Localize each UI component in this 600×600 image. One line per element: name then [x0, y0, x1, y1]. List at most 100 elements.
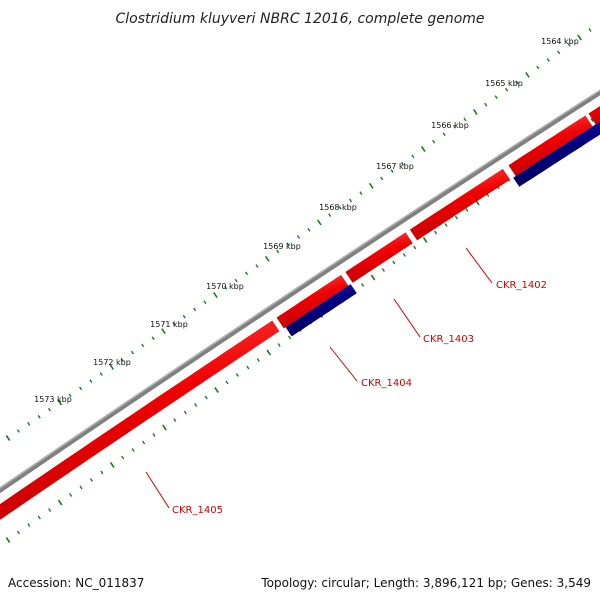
- inner-tick: [69, 493, 73, 497]
- inner-tick: [454, 215, 458, 220]
- inner-tick: [37, 515, 41, 520]
- gene-label[interactable]: CKR_1405: [172, 505, 223, 516]
- outer-tick: [141, 343, 145, 348]
- outer-tick: [109, 363, 114, 370]
- inner-tick: [444, 223, 448, 227]
- outer-tick-marks: [5, 28, 592, 441]
- ruler-label: 1568 kbp: [319, 203, 357, 212]
- gene-feature-next-a: [508, 115, 593, 177]
- outer-tick: [245, 271, 249, 276]
- ruler-label: 1566 kbp: [431, 121, 469, 130]
- ruler-label: 1570 kbp: [206, 282, 244, 291]
- outer-tick: [151, 336, 155, 341]
- outer-tick: [213, 292, 218, 298]
- inner-tick: [27, 523, 31, 527]
- inner-tick: [402, 253, 406, 257]
- outer-tick: [16, 429, 20, 433]
- inner-tick: [173, 418, 177, 422]
- inner-tick: [256, 358, 260, 362]
- gene-feature-ckr-1403-a: [276, 274, 349, 329]
- ruler-label: 1572 kbp: [93, 358, 131, 367]
- gene-labels: CKR_1402 CKR_1403 CKR_1404 CKR_1405: [145, 247, 547, 516]
- outer-tick: [296, 235, 301, 239]
- gene-label[interactable]: CKR_1404: [361, 378, 412, 389]
- gene-feature-ckr-1402: [409, 168, 511, 241]
- inner-tick: [121, 455, 125, 460]
- accession-text: Accession: NC_011837: [8, 576, 144, 590]
- outer-tick: [453, 125, 457, 129]
- inner-tick: [204, 395, 208, 400]
- inner-tick: [48, 508, 52, 512]
- inner-tick: [16, 530, 20, 535]
- ruler-label: 1567 kbp: [376, 162, 414, 171]
- outer-tick: [588, 28, 592, 32]
- ruler-label: 1569 kbp: [263, 242, 301, 251]
- outer-tick: [255, 264, 259, 268]
- gene-feature-blue-a: [513, 121, 600, 187]
- gene-feature-next-b: [588, 106, 600, 125]
- inner-tick: [465, 208, 469, 212]
- inner-tick: [370, 274, 376, 281]
- inner-tick: [266, 349, 272, 356]
- inner-tick: [422, 237, 428, 243]
- ruler-label: 1573 kbp: [34, 395, 72, 404]
- outer-tick: [47, 407, 51, 412]
- inner-tick: [194, 403, 198, 407]
- outer-tick: [515, 80, 519, 85]
- outer-tick: [442, 132, 446, 137]
- inner-tick: [109, 462, 115, 468]
- inner-tick: [152, 433, 156, 437]
- outer-tick: [37, 414, 41, 419]
- outer-tick: [432, 139, 436, 144]
- outer-tick: [286, 242, 290, 247]
- outer-tick: [182, 314, 186, 319]
- outer-tick: [5, 435, 11, 441]
- outer-tick: [473, 109, 478, 115]
- outer-tick: [546, 58, 550, 62]
- genome-summary-text: Topology: circular; Length: 3,896,121 bp…: [260, 576, 591, 590]
- outer-tick: [203, 300, 207, 305]
- ruler-label: 1564 kbp: [541, 37, 579, 46]
- inner-tick: [142, 440, 146, 445]
- inner-tick: [361, 283, 365, 287]
- outer-tick: [536, 65, 540, 70]
- outer-tick: [328, 213, 332, 217]
- gene-feature-ckr-1403-b: [345, 232, 413, 283]
- inner-tick: [277, 343, 281, 347]
- inner-tick: [183, 410, 187, 415]
- gene-label[interactable]: CKR_1402: [496, 280, 547, 291]
- inner-tick: [235, 373, 239, 377]
- outer-tick: [68, 393, 72, 398]
- backbone-track: [0, 89, 600, 494]
- outer-tick: [224, 286, 228, 290]
- outer-tick: [368, 182, 374, 189]
- inner-tick: [381, 268, 385, 272]
- outer-tick: [525, 71, 530, 78]
- gene-label[interactable]: CKR_1403: [423, 334, 474, 345]
- inner-tick: [413, 245, 417, 250]
- outer-tick: [316, 219, 322, 226]
- inner-tick: [89, 478, 93, 482]
- outer-tick: [276, 249, 280, 254]
- outer-tick: [27, 422, 31, 426]
- ruler-labels: 1564 kbp 1565 kbp 1566 kbp 1567 kbp 1568 kbp…: [34, 37, 579, 404]
- outer-tick: [338, 205, 342, 210]
- outer-tick: [307, 227, 311, 232]
- inner-tick: [246, 365, 250, 370]
- inner-tick: [79, 485, 83, 490]
- outer-tick: [161, 328, 166, 335]
- gene-feature-ckr-1404: [285, 284, 357, 337]
- inner-tick: [392, 260, 396, 265]
- inner-tick: [5, 537, 11, 543]
- inner-tick: [57, 499, 63, 506]
- outer-tick: [577, 34, 582, 41]
- inner-tick: [162, 424, 167, 431]
- outer-tick: [172, 322, 176, 326]
- backbone-highlight: [0, 89, 600, 489]
- inner-tick: [214, 387, 219, 393]
- gene-label-leader: [329, 346, 358, 382]
- outer-tick: [411, 154, 415, 159]
- map-title: Clostridium kluyveri NBRC 12016, complet…: [115, 11, 484, 27]
- outer-tick: [130, 350, 134, 355]
